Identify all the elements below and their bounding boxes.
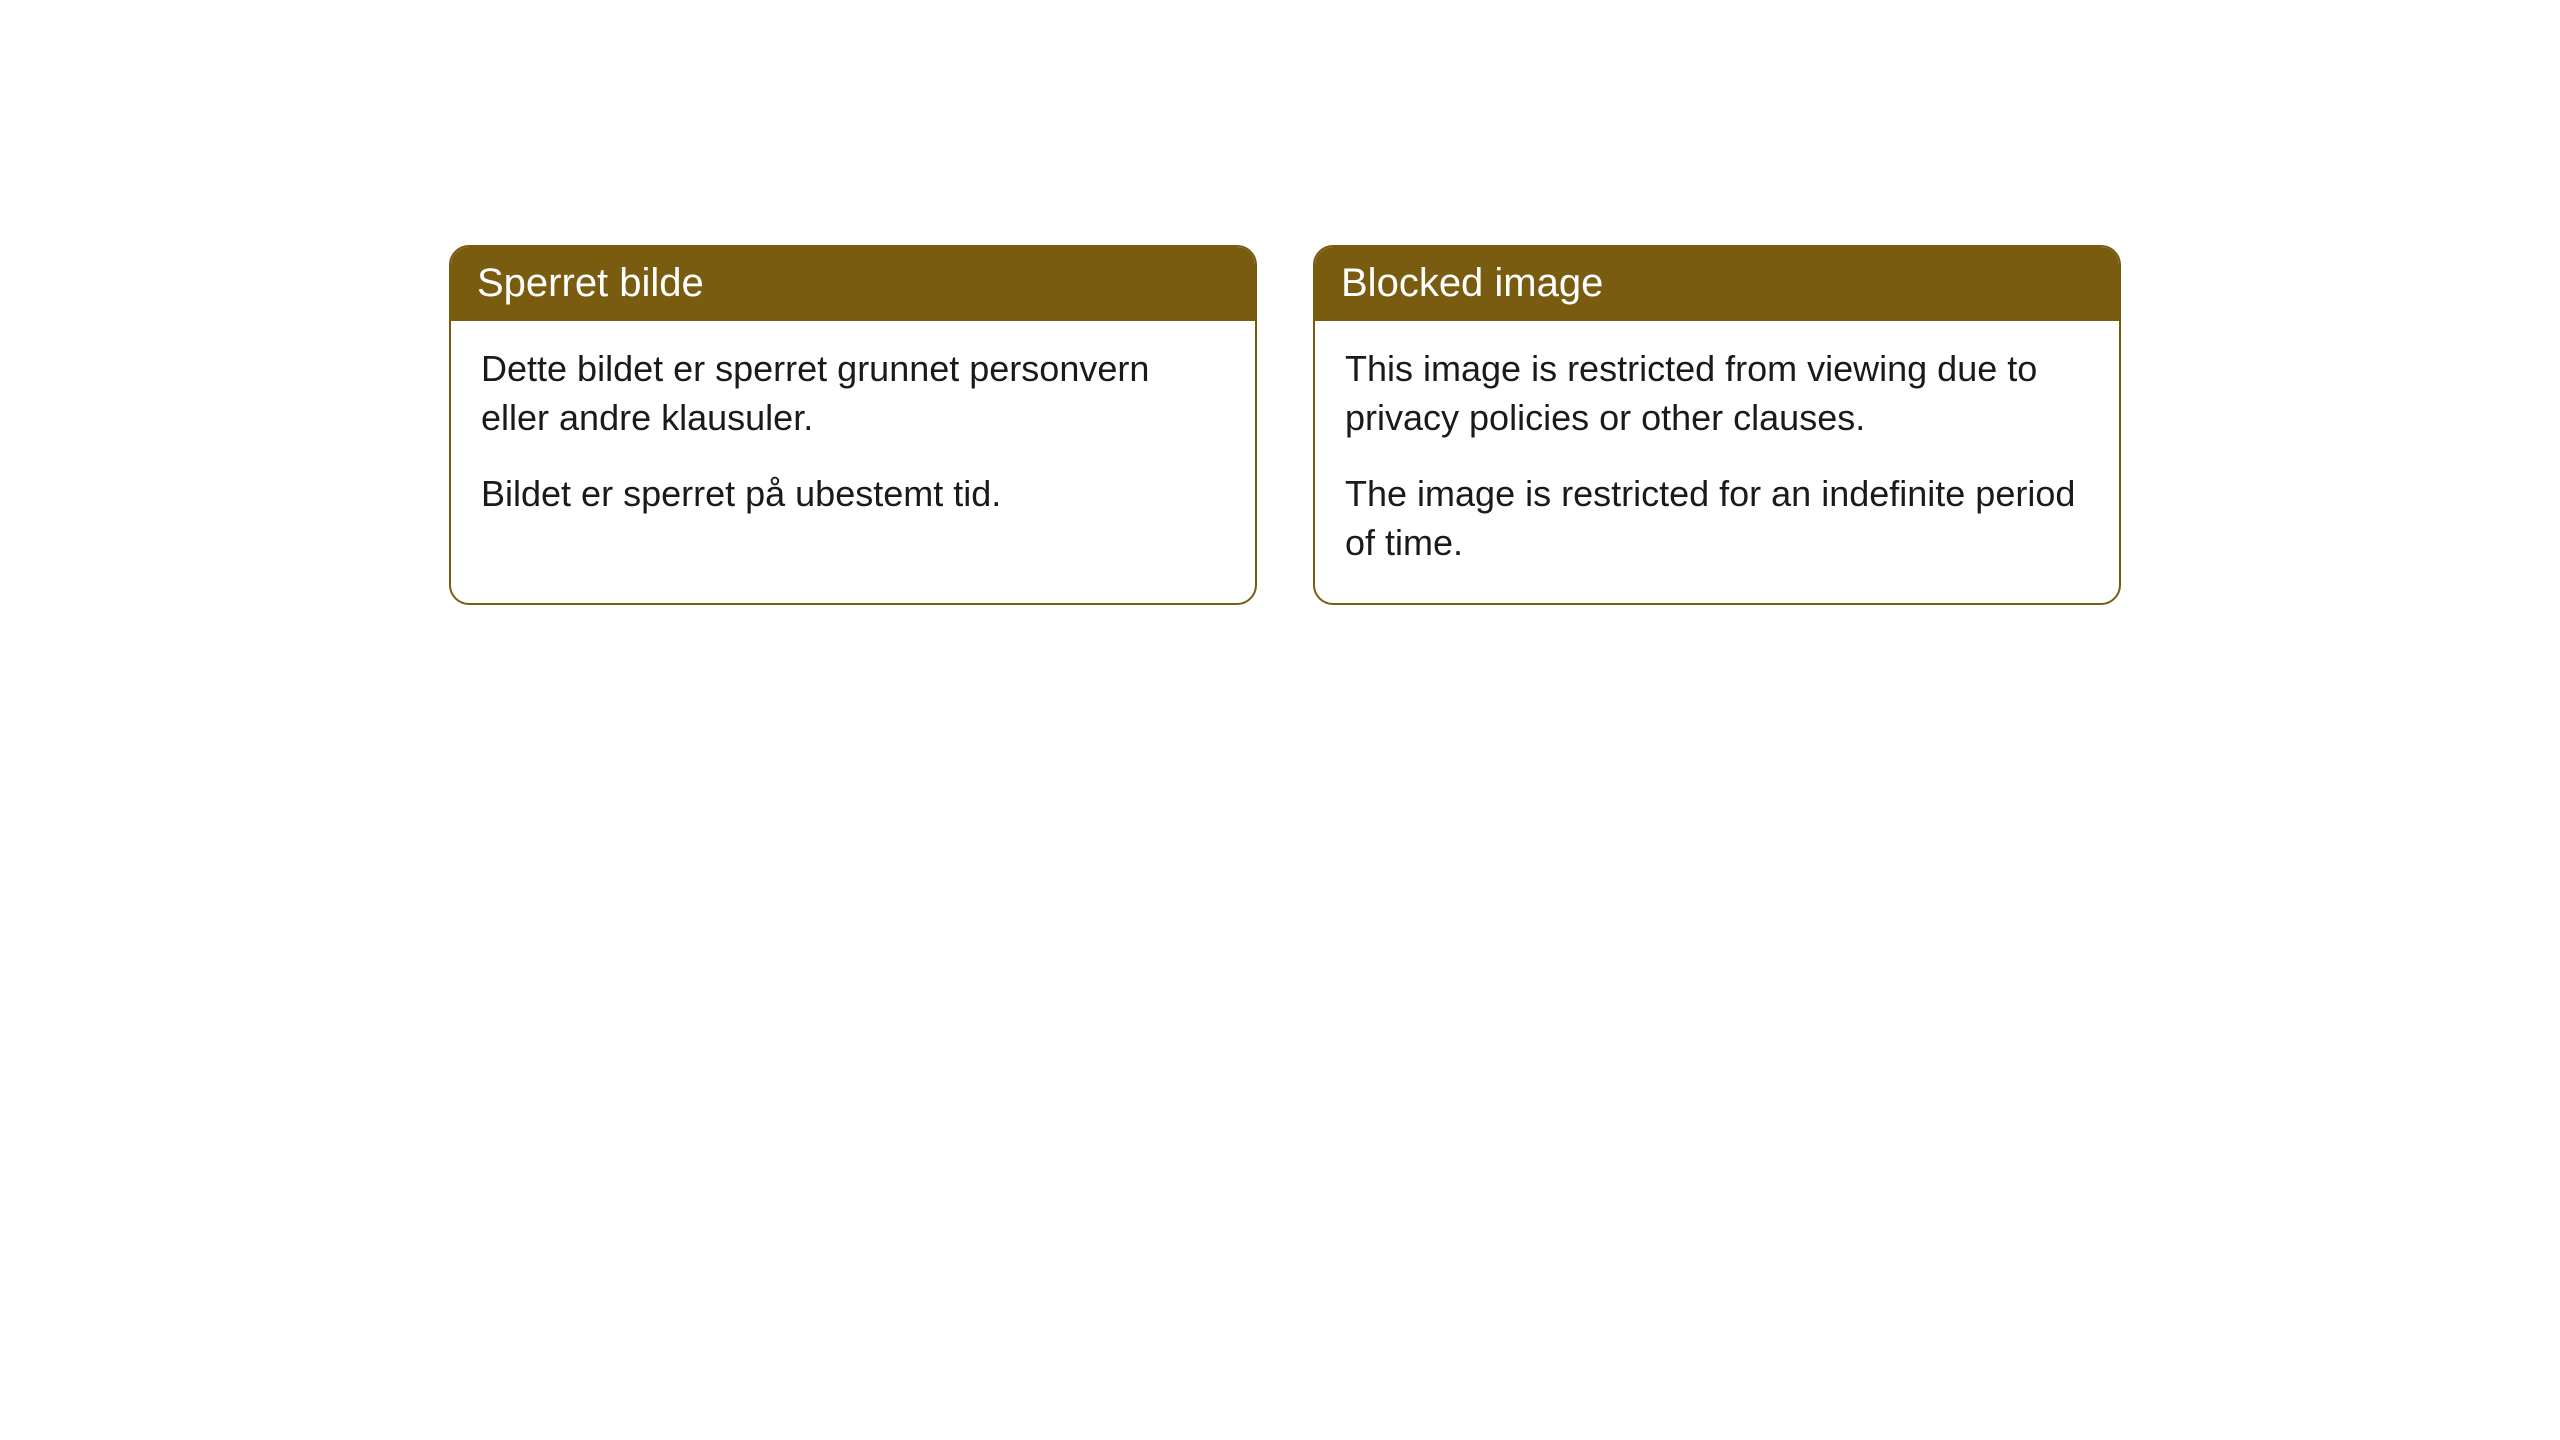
blocked-image-card-norwegian: Sperret bilde Dette bildet er sperret gr… [449,245,1257,605]
card-paragraph: This image is restricted from viewing du… [1345,345,2089,442]
card-paragraph: Bildet er sperret på ubestemt tid. [481,470,1225,519]
cards-container: Sperret bilde Dette bildet er sperret gr… [0,0,2560,605]
card-body: Dette bildet er sperret grunnet personve… [451,321,1255,555]
blocked-image-card-english: Blocked image This image is restricted f… [1313,245,2121,605]
card-header: Blocked image [1315,247,2119,321]
card-body: This image is restricted from viewing du… [1315,321,2119,603]
card-paragraph: The image is restricted for an indefinit… [1345,470,2089,567]
card-header: Sperret bilde [451,247,1255,321]
card-paragraph: Dette bildet er sperret grunnet personve… [481,345,1225,442]
